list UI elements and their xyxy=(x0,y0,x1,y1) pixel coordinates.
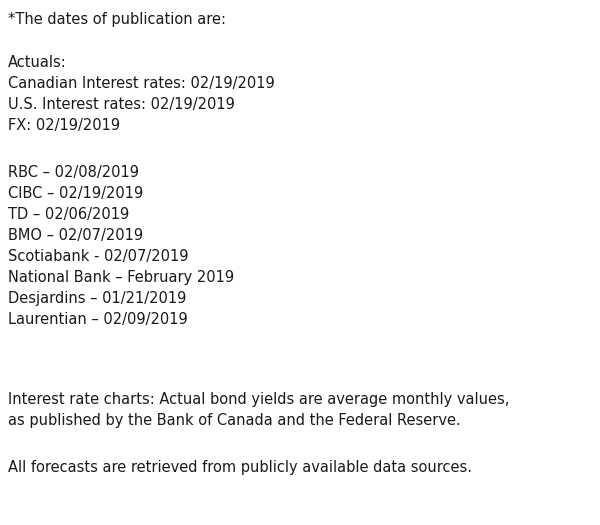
Text: All forecasts are retrieved from publicly available data sources.: All forecasts are retrieved from publicl… xyxy=(8,460,472,475)
Text: U.S. Interest rates: 02/19/2019: U.S. Interest rates: 02/19/2019 xyxy=(8,97,235,112)
Text: Actuals:: Actuals: xyxy=(8,55,67,70)
Text: Laurentian – 02/09/2019: Laurentian – 02/09/2019 xyxy=(8,312,188,327)
Text: Canadian Interest rates: 02/19/2019: Canadian Interest rates: 02/19/2019 xyxy=(8,76,275,91)
Text: National Bank – February 2019: National Bank – February 2019 xyxy=(8,270,234,285)
Text: CIBC – 02/19/2019: CIBC – 02/19/2019 xyxy=(8,186,143,201)
Text: Interest rate charts: Actual bond yields are average monthly values,: Interest rate charts: Actual bond yields… xyxy=(8,392,509,407)
Text: Desjardins – 01/21/2019: Desjardins – 01/21/2019 xyxy=(8,291,187,306)
Text: RBC – 02/08/2019: RBC – 02/08/2019 xyxy=(8,165,139,180)
Text: FX: 02/19/2019: FX: 02/19/2019 xyxy=(8,118,120,133)
Text: TD – 02/06/2019: TD – 02/06/2019 xyxy=(8,207,129,222)
Text: Scotiabank - 02/07/2019: Scotiabank - 02/07/2019 xyxy=(8,249,188,264)
Text: BMO – 02/07/2019: BMO – 02/07/2019 xyxy=(8,228,143,243)
Text: *The dates of publication are:: *The dates of publication are: xyxy=(8,12,226,27)
Text: as published by the Bank of Canada and the Federal Reserve.: as published by the Bank of Canada and t… xyxy=(8,413,461,428)
